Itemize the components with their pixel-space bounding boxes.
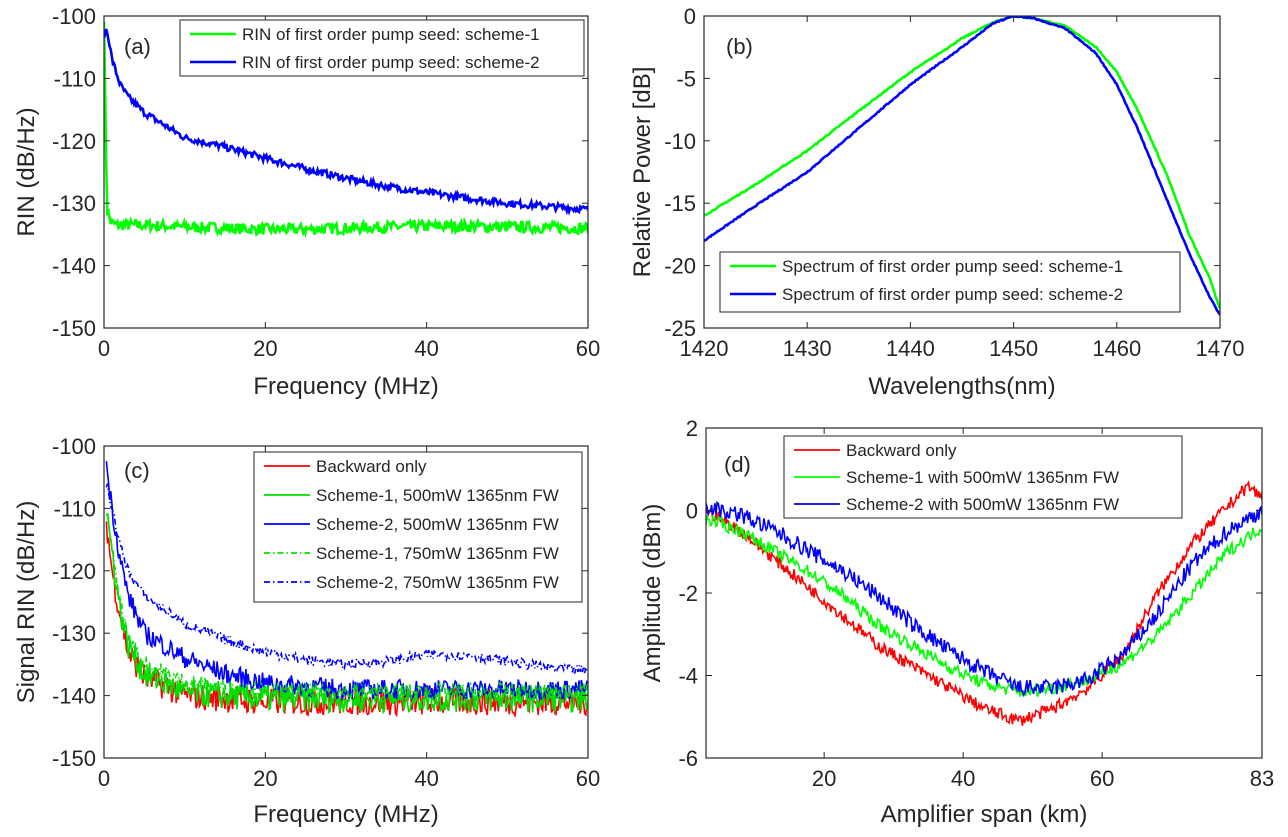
x-axis-label: Wavelengths(nm)	[868, 373, 1055, 400]
panel-b: 1420 1430 1440 1450 1460 1470 -25 -20 -15 -10 -5 0 W…	[629, 4, 1244, 400]
legend-box	[783, 435, 1183, 519]
legend-entry: RIN of first order pump seed: scheme-2	[242, 53, 540, 72]
y-tick-label: -120	[52, 129, 96, 154]
x-tick-label: 40	[951, 766, 975, 791]
panel-label: (a)	[124, 34, 151, 59]
y-tick-label: -25	[664, 316, 696, 341]
y-tick-label: -100	[52, 434, 96, 459]
y-tick-label: -5	[676, 66, 696, 91]
x-tick-label: 1460	[1092, 336, 1141, 361]
series-line-1	[704, 16, 1220, 310]
y-tick-label: -100	[52, 4, 96, 29]
x-axis-label: Frequency (MHz)	[253, 801, 438, 828]
x-tick-label: 60	[576, 766, 600, 791]
y-tick-label: -110	[54, 496, 96, 521]
y-tick-label: -6	[678, 746, 698, 771]
panel-d: 20 40 60 83 -6 -4 -2 0 2 Amplifier span (km) Ampli…	[639, 416, 1274, 828]
x-tick-label: 60	[576, 336, 600, 361]
panel-label: (d)	[724, 452, 751, 477]
legend-entry: Backward only	[846, 441, 957, 460]
x-tick-label: 60	[1090, 766, 1114, 791]
series-line-2	[104, 28, 588, 216]
x-axis-label: Frequency (MHz)	[253, 373, 438, 400]
legend-entry: Scheme-1 with 500mW 1365nm FW	[846, 468, 1119, 487]
y-tick-label: -20	[664, 254, 696, 279]
x-tick-label: 83	[1250, 766, 1274, 791]
x-tick-label: 1430	[783, 336, 832, 361]
y-axis-label: Relative Power [dB]	[629, 67, 656, 278]
y-tick-label: -2	[678, 581, 698, 606]
plot-frame	[103, 445, 589, 759]
legend-box	[719, 251, 1181, 313]
y-tick-label: -110	[54, 66, 96, 91]
plot-frame	[103, 15, 589, 329]
y-axis-label: Amplitude (dBm)	[639, 504, 666, 683]
x-tick-label: 1450	[989, 336, 1038, 361]
plot-frame	[703, 15, 1221, 329]
y-tick-label: 0	[686, 499, 698, 524]
legend-entry: Scheme-2, 500mW 1365nm FW	[316, 515, 559, 534]
y-axis-label: Signal RIN (dB/Hz)	[13, 501, 40, 704]
legend-entry: RIN of first order pump seed: scheme-1	[242, 25, 540, 44]
legend-entry: Spectrum of first order pump seed: schem…	[782, 257, 1123, 276]
y-axis-label: RIN (dB/Hz)	[13, 107, 40, 236]
legend-box	[179, 19, 585, 77]
y-tick-label: -120	[52, 559, 96, 584]
y-tick-label: -4	[678, 664, 698, 689]
series-line-1	[706, 479, 1262, 726]
legend-entry: Scheme-1, 750mW 1365nm FW	[316, 544, 559, 563]
legend-entry: Scheme-2 with 500mW 1365nm FW	[846, 495, 1119, 514]
x-tick-label: 1470	[1196, 336, 1245, 361]
x-tick-label: 1420	[680, 336, 729, 361]
y-tick-label: 0	[684, 4, 696, 29]
series-line-3	[706, 500, 1262, 698]
x-tick-label: 0	[98, 336, 110, 361]
x-axis-label: Amplifier span (km)	[881, 801, 1088, 828]
y-tick-label: -150	[52, 746, 96, 771]
x-tick-label: 0	[98, 766, 110, 791]
series-line-1	[104, 21, 588, 239]
series-line-2	[704, 16, 1220, 316]
x-tick-label: 20	[253, 336, 277, 361]
series-line-4	[106, 513, 588, 704]
panel-a: 0 20 40 60 -150 -140 -130 -120 -110 -100 Frequency…	[13, 4, 600, 400]
y-tick-label: -10	[664, 129, 696, 154]
y-tick-label: -130	[52, 191, 96, 216]
legend-entry: Spectrum of first order pump seed: schem…	[782, 285, 1123, 304]
panel-label: (b)	[726, 34, 753, 59]
legend-entry: Backward only	[316, 457, 427, 476]
series-line-5	[105, 483, 588, 674]
panel-label: (c)	[124, 458, 150, 483]
y-tick-label: -130	[52, 621, 96, 646]
y-tick-label: -140	[52, 684, 96, 709]
y-tick-label: 2	[686, 416, 698, 441]
series-line-2	[706, 514, 1262, 698]
x-tick-label: 40	[414, 336, 438, 361]
x-tick-label: 1440	[886, 336, 935, 361]
x-tick-label: 20	[812, 766, 836, 791]
y-tick-label: -140	[52, 254, 96, 279]
y-tick-label: -15	[664, 191, 696, 216]
y-tick-label: -150	[52, 316, 96, 341]
panel-c: 0 20 40 60 -150 -140 -130 -120 -110 -100 Frequency…	[13, 434, 600, 828]
legend-box	[253, 451, 583, 603]
legend-entry: Scheme-1, 500mW 1365nm FW	[316, 486, 559, 505]
x-tick-label: 40	[414, 766, 438, 791]
x-tick-label: 20	[253, 766, 277, 791]
legend-entry: Scheme-2, 750mW 1365nm FW	[316, 573, 559, 592]
